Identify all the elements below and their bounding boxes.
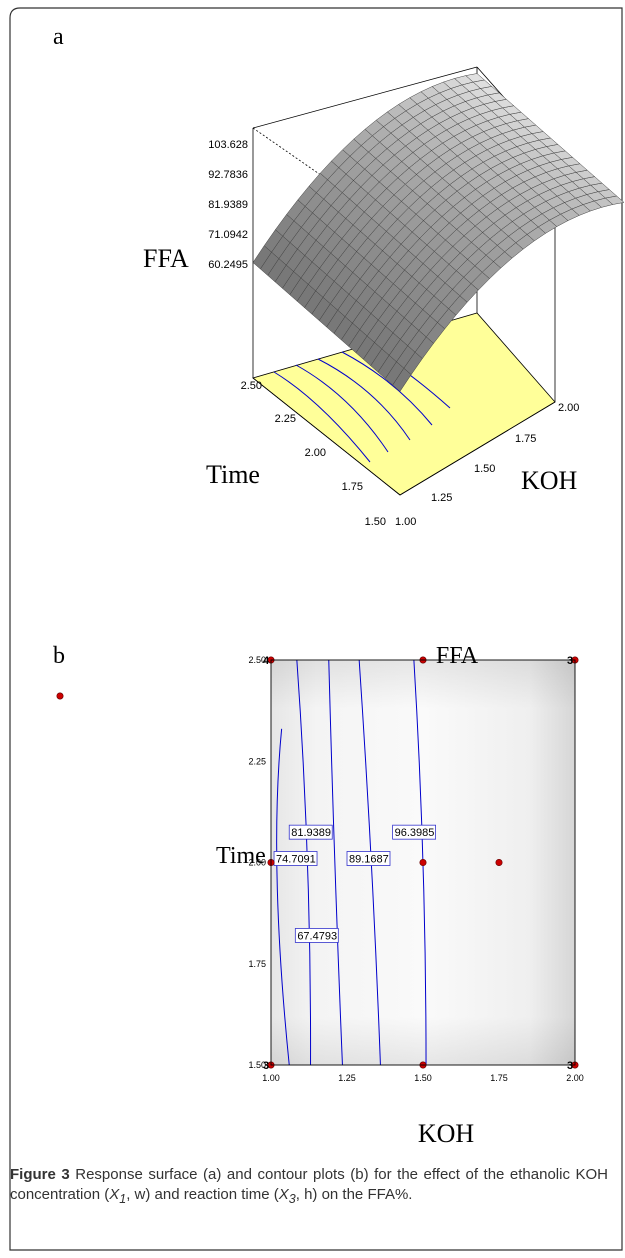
panel-b-letter: b (53, 643, 65, 669)
z-tick-label: 81.9389 (208, 199, 248, 211)
surface-mesh (252, 73, 625, 392)
contour-x-axis-label: KOH (418, 1119, 475, 1148)
caption-text-2: , w) and reaction time ( (126, 1186, 279, 1203)
caption-text-1: Response surface (a) and contour plots (… (10, 1166, 608, 1203)
contour-x-axis: 1.00 1.25 1.50 1.75 2.00 (262, 1073, 584, 1083)
contour-y-tick-label: 2.50 (248, 655, 266, 665)
contour-label: 67.4793 (297, 930, 337, 942)
time-axis-line (252, 377, 401, 496)
contour-line (276, 728, 290, 1066)
z-tick-label: 103.628 (208, 139, 248, 151)
contour-label-box (273, 851, 318, 866)
contour-label-box (392, 824, 437, 840)
box-edge-top-left (252, 66, 478, 129)
caption-var-x3-sub: 3 (288, 1192, 296, 1206)
contour-label-box (294, 928, 339, 943)
contour-x-tick-label: 2.00 (566, 1073, 584, 1083)
z-tick-label: 71.0942 (208, 229, 248, 241)
koh-axis-label: KOH (521, 466, 578, 495)
floor-contour-1 (273, 371, 371, 463)
contour-x-tick-label: 1.75 (490, 1073, 508, 1083)
replicate-count: 4 (263, 655, 270, 667)
figure-caption: Figure 3 Response surface (a) and contou… (10, 1165, 608, 1209)
floor-contour-2 (295, 364, 389, 453)
time-tick-label: 2.25 (275, 413, 296, 425)
design-point (495, 858, 503, 866)
time-tick-label: 2.50 (241, 380, 262, 392)
caption-var-x3: X (278, 1186, 289, 1203)
figure-frame (9, 7, 623, 1251)
koh-tick-label: 1.00 (395, 516, 416, 528)
contour-label: 81.9389 (291, 827, 331, 839)
replicate-count: 3 (567, 1060, 573, 1072)
koh-tick-label: 2.00 (558, 402, 579, 414)
contour-plot-border (270, 659, 576, 1066)
panel-a: a 103.628 92.7836 81.9389 71.0942 (53, 24, 625, 528)
contour-label-box (288, 824, 333, 840)
contour-y-axis-label: Time (216, 843, 266, 869)
contour-y-tick-label: 2.00 (248, 858, 266, 868)
time-axis: 2.50 2.25 2.00 1.75 1.50 Time (206, 377, 401, 528)
time-tick-label: 2.00 (305, 447, 326, 459)
time-tick-label: 1.50 (365, 516, 386, 528)
surface-cell (465, 73, 485, 83)
koh-tick-label: 1.50 (474, 463, 495, 475)
caption-text-3: , h) on the FFA%. (295, 1186, 413, 1203)
contour-x-tick-label: 1.25 (338, 1073, 356, 1083)
contour-label: 96.3985 (395, 827, 435, 839)
replicate-count: 3 (263, 1060, 269, 1072)
contour-y-tick-label: 2.25 (248, 756, 266, 766)
replicate-count: 3 (567, 655, 573, 667)
contour-label-box (346, 851, 391, 866)
figure-label: Figure 3 (10, 1166, 70, 1183)
panel-a-letter: a (53, 24, 64, 50)
design-point (419, 858, 427, 866)
contour-y-tick-label: 1.75 (248, 959, 266, 969)
koh-tick-label: 1.75 (515, 433, 536, 445)
contour-labels: 67.4793 74.7091 81.9389 89.1687 96.3985 (273, 824, 437, 943)
koh-axis: 1.00 1.25 1.50 1.75 2.00 KOH (395, 401, 579, 528)
z-tick-label: 60.2495 (208, 259, 248, 271)
time-tick-label: 1.75 (342, 481, 363, 493)
legend-design-point-marker (56, 692, 64, 700)
z-tick-label: 92.7836 (208, 169, 248, 181)
contour-line (328, 659, 343, 1066)
panel-b: b 67.4793 74.7091 81.9389 89.1687 96.3985 4 3… (53, 643, 584, 1148)
floor-contour-3 (317, 358, 411, 441)
z-axis-label: FFA (143, 244, 189, 273)
time-axis-label: Time (206, 460, 260, 489)
contour-x-tick-label: 1.50 (414, 1073, 432, 1083)
contour-plot-title: FFA (436, 643, 479, 669)
contour-y-tick-label: 1.50 (248, 1060, 266, 1070)
koh-axis-line (399, 401, 556, 496)
koh-tick-label: 1.25 (431, 492, 452, 504)
contour-y-axis: 1.50 1.75 2.00 2.25 2.50 (248, 655, 266, 1070)
contour-x-tick-label: 1.00 (262, 1073, 280, 1083)
contour-label: 89.1687 (349, 854, 389, 866)
floor-contour-4 (341, 351, 433, 426)
caption-var-x1: X (109, 1186, 120, 1203)
caption-var-x1-sub: 1 (119, 1192, 127, 1206)
z-axis: 103.628 92.7836 81.9389 71.0942 60.2495 … (143, 139, 248, 273)
contour-label: 74.7091 (276, 854, 316, 866)
